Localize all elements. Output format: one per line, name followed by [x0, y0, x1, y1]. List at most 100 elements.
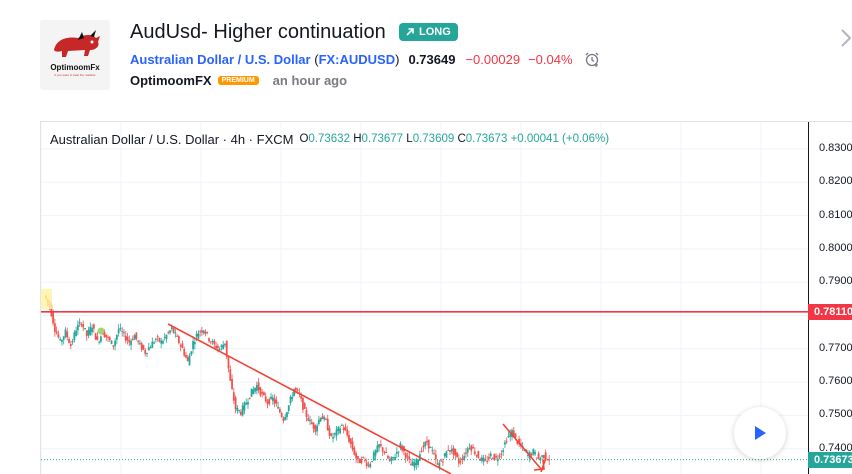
candle-body: [346, 429, 349, 436]
candle-body: [527, 454, 529, 457]
candle-body: [348, 434, 350, 442]
candle-body: [504, 442, 506, 445]
chevron-right-icon[interactable]: [838, 26, 852, 50]
legend-o-value: 0.73632: [308, 133, 350, 145]
candle-body: [516, 441, 519, 444]
candle-body: [427, 439, 430, 449]
candle-body: [114, 340, 117, 346]
candle-body: [131, 338, 134, 341]
price-axis[interactable]: 0.830000.820000.810000.800000.790000.780…: [808, 122, 852, 474]
chart-legend: Australian Dollar / U.S. Dollar · 4h · F…: [50, 132, 609, 147]
candle-body: [449, 450, 451, 452]
candle-body: [473, 451, 476, 455]
candle-body: [84, 328, 86, 330]
legend-c-value: 0.73673: [465, 133, 508, 145]
candle-body: [493, 453, 496, 461]
price-tick-label: 0.75000: [819, 408, 852, 421]
candle-body: [463, 456, 466, 461]
candle-body: [128, 339, 131, 343]
candle-body: [186, 357, 189, 362]
candle-body: [188, 355, 191, 366]
paren-close: ): [395, 51, 400, 67]
candle-body: [156, 336, 159, 338]
bull-logo-icon: [54, 30, 100, 57]
candle-body: [247, 401, 249, 405]
publish-time: an hour ago: [272, 73, 348, 88]
candle-body: [372, 452, 375, 461]
candle-body: [321, 416, 324, 420]
legend-h-value: 0.73677: [361, 133, 404, 145]
candle-body: [470, 445, 473, 451]
candle-body: [365, 462, 368, 467]
candle-body: [218, 348, 221, 351]
chart-area[interactable]: Australian Dollar / U.S. Dollar · 4h · F…: [40, 121, 852, 474]
ticker-link[interactable]: FX:AUDUSD: [318, 51, 396, 67]
candle-body: [408, 456, 411, 460]
price-tick-label: 0.83000: [819, 142, 852, 154]
symbol-row: Australian Dollar / U.S. Dollar (FX:AUDU…: [130, 50, 601, 68]
candle-body: [371, 461, 373, 463]
candle-body: [167, 332, 170, 334]
marker-dot: [97, 327, 105, 335]
candle-body: [190, 351, 193, 355]
candle-body: [374, 450, 377, 456]
candle-body: [126, 336, 129, 341]
candle-body: [459, 461, 462, 463]
candle-body: [153, 342, 155, 344]
drawings[interactable]: [41, 289, 808, 474]
idea-title[interactable]: AudUsd- Higher continuation: [130, 21, 386, 43]
candle-body: [234, 397, 237, 410]
candle-body: [224, 343, 226, 346]
candle-body: [284, 416, 287, 420]
candle-body: [255, 385, 258, 391]
candle-body: [162, 340, 164, 344]
candle-body: [160, 340, 163, 344]
candle-body: [87, 329, 90, 336]
candle-body: [273, 398, 276, 404]
candle-body: [381, 447, 384, 452]
candle-body: [472, 446, 474, 449]
candle-body: [307, 418, 310, 421]
candle-body: [89, 326, 92, 335]
candle-body: [390, 456, 393, 462]
candle-body: [213, 340, 216, 345]
candle-body: [278, 408, 281, 413]
legend-change: +0.00041 (+0.06%): [510, 133, 610, 145]
idea-header: OptimoomFx If you want to beat the marke…: [0, 0, 852, 120]
premium-badge: PREMIUM: [217, 76, 259, 85]
author-name[interactable]: OptimoomFX: [130, 73, 212, 88]
candle-body: [117, 328, 120, 334]
play-icon: [755, 426, 766, 440]
candle-body: [100, 336, 102, 342]
author-avatar[interactable]: OptimoomFx If you want to beat the marke…: [40, 20, 110, 90]
candle-body: [397, 451, 400, 453]
candle-body: [330, 433, 333, 436]
candle-body: [376, 445, 379, 453]
candle-body: [443, 453, 446, 456]
candle-body: [544, 452, 547, 459]
candle-body: [505, 441, 508, 443]
candle-body: [411, 461, 414, 466]
direction-badge: LONG: [399, 23, 458, 41]
candle-body: [420, 450, 423, 452]
candle-body: [461, 458, 464, 461]
candle-body: [241, 405, 244, 416]
candle-body: [415, 458, 418, 466]
legend-l-label: L: [406, 133, 413, 145]
candle-body: [236, 407, 239, 411]
chart-grid: [41, 122, 808, 474]
candle-body: [293, 388, 295, 396]
candle-body: [149, 347, 152, 349]
play-button[interactable]: [734, 407, 786, 459]
candle-body: [454, 448, 457, 456]
candle-body: [465, 452, 467, 455]
candle-body: [498, 455, 501, 458]
candle-body: [404, 453, 407, 459]
candle-body: [197, 333, 200, 339]
candle-body: [257, 382, 260, 391]
candle-body: [121, 331, 124, 333]
legend-h-label: H: [353, 133, 362, 145]
symbol-name-link[interactable]: Australian Dollar / U.S. Dollar: [130, 51, 311, 67]
price-chart[interactable]: [41, 122, 852, 474]
alarm-clock-icon[interactable]: [583, 50, 601, 68]
